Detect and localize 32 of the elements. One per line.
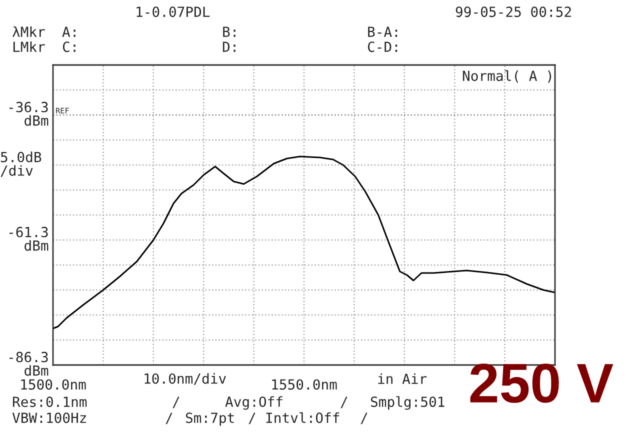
text: 99-05-25 00:52	[456, 6, 571, 18]
y-tick-label: -86.3 dBm	[9, 352, 48, 376]
x-tick-label: 1500.0nm	[21, 379, 86, 390]
text: /	[340, 396, 348, 408]
chart-title: 1-0.07PDL	[136, 6, 210, 18]
annotation: Normal( A )	[462, 70, 552, 83]
text: VBW:100Hz	[12, 412, 86, 424]
text: /	[172, 396, 180, 408]
x-tick-label: 1550.0nm	[272, 379, 337, 390]
line-series	[53, 156, 555, 330]
text: B-A:	[368, 26, 398, 37]
text: C-D:	[368, 42, 398, 52]
text: /	[248, 412, 256, 424]
text: B:	[223, 26, 236, 37]
text: Avg:Off	[225, 396, 282, 410]
text: /	[360, 412, 368, 424]
annotation: 250 V	[470, 364, 614, 403]
y-axis-title: 5.0dB /div	[0, 152, 42, 177]
text: in Air	[378, 373, 427, 384]
text: C:	[62, 42, 76, 52]
y-tick-label: -61.3 dBm	[9, 226, 48, 251]
y-tick-label: -36.3 dBm	[9, 102, 48, 126]
text: /	[166, 412, 172, 424]
text: LMkr	[13, 41, 45, 52]
text: Smplg:501	[370, 396, 444, 410]
text: Sm:7pt	[186, 412, 234, 426]
text: λMkr	[12, 26, 45, 37]
text: Res:0.1nm	[12, 396, 87, 408]
text: Intvl:Off	[266, 412, 340, 424]
x-axis-title: 10.0nm/div	[144, 373, 226, 385]
text: D:	[222, 42, 236, 52]
text: A:	[62, 26, 76, 37]
